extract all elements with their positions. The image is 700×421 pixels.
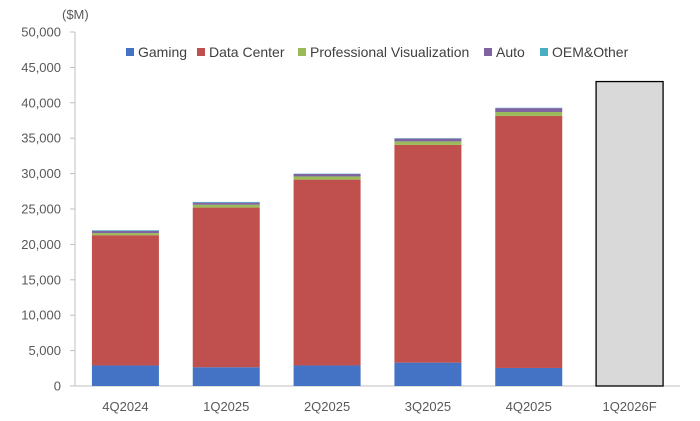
y-tick-label-0: 0 [54,379,61,394]
bars-group [91,80,664,387]
y-tick-label-2: 10,000 [21,308,61,323]
bar-gaming-4q2025 [495,367,563,386]
y-tick-label-5: 25,000 [21,202,61,217]
bar-professional-visualization-1q2025 [192,204,260,208]
bar-professional-visualization-2q2025 [293,176,361,180]
bar-data-center-2q2025 [293,179,361,366]
y-tick-label-9: 45,000 [21,60,61,75]
legend: Gaming Data Center Professional Visualizat… [126,44,629,60]
bar-data-center-4q2024 [91,235,159,366]
bar-gaming-2q2025 [293,365,361,386]
bar-data-center-4q2025 [495,115,563,368]
legend-label-data-center: Data Center [209,44,285,60]
legend-label-gaming: Gaming [138,44,187,60]
bar-oem-other-4q2024 [91,230,159,231]
bar-auto-1q2025 [192,202,260,205]
y-tick-label-8: 40,000 [21,95,61,110]
bar-professional-visualization-4q2024 [91,233,159,236]
y-tick-label-4: 20,000 [21,237,61,252]
legend-label-auto: Auto [496,44,525,60]
y-tick-label-10: 50,000 [21,25,61,40]
legend-swatch-auto [484,48,492,56]
bar-oem-other-1q2025 [192,201,260,203]
y-tick-label-1: 5,000 [28,343,61,358]
legend-swatch-oem-other [540,48,548,56]
bar-data-center-3q2025 [394,144,462,363]
x-tick-label-2q2025: 2Q2025 [304,399,350,414]
legend-label-professional-visualization: Professional Visualization [310,44,469,60]
bar-auto-4q2025 [495,108,563,113]
legend-label-oem-other: OEM&Other [552,44,629,60]
bar-auto-3q2025 [394,138,462,142]
y-tick-label-6: 30,000 [21,166,61,181]
y-axis-ticks: 0 5,000 10,000 15,000 20,000 25,000 30,000 35,0… [21,25,75,394]
bar-gaming-1q2025 [192,367,260,386]
legend-swatch-gaming [126,48,134,56]
x-tick-label-3q2025: 3Q2025 [405,399,451,414]
bar-professional-visualization-4q2025 [495,112,563,116]
x-tick-label-4q2025: 4Q2025 [506,399,552,414]
x-tick-label-1q2025: 1Q2025 [203,399,249,414]
y-tick-label-3: 15,000 [21,272,61,287]
bar-professional-visualization-3q2025 [394,141,462,145]
bar-auto-4q2024 [91,230,159,234]
legend-swatch-professional-visualization [298,48,306,56]
bar-auto-2q2025 [293,173,361,177]
x-tick-label-1q2026f: 1Q2026F [602,399,656,414]
bar-forecast-1q2026f [595,80,664,387]
bar-gaming-3q2025 [394,362,462,386]
y-tick-label-7: 35,000 [21,131,61,146]
bar-data-center-1q2025 [192,207,260,368]
legend-swatch-data-center [197,48,205,56]
y-axis-unit-label: ($M) [62,7,89,22]
bar-gaming-4q2024 [91,365,159,386]
x-tick-label-4q2024: 4Q2024 [102,399,148,414]
x-axis-ticks: 4Q2024 1Q2025 2Q2025 3Q2025 4Q2025 1Q2026F [102,399,656,414]
